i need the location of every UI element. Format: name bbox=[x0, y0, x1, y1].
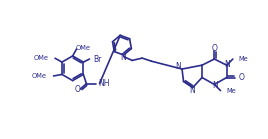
Text: O: O bbox=[74, 85, 80, 94]
Text: OMe: OMe bbox=[32, 73, 47, 79]
Text: NH: NH bbox=[99, 79, 110, 88]
Text: N: N bbox=[189, 86, 195, 95]
Text: OMe: OMe bbox=[33, 55, 48, 61]
Text: N: N bbox=[212, 81, 218, 90]
Text: O: O bbox=[211, 44, 217, 53]
Text: N: N bbox=[120, 53, 126, 62]
Text: O: O bbox=[238, 73, 244, 82]
Text: OMe: OMe bbox=[76, 45, 91, 51]
Text: N: N bbox=[175, 62, 181, 71]
Text: Me: Me bbox=[226, 88, 236, 94]
Text: Br: Br bbox=[93, 54, 102, 64]
Text: N: N bbox=[225, 60, 230, 69]
Text: Me: Me bbox=[238, 56, 248, 62]
